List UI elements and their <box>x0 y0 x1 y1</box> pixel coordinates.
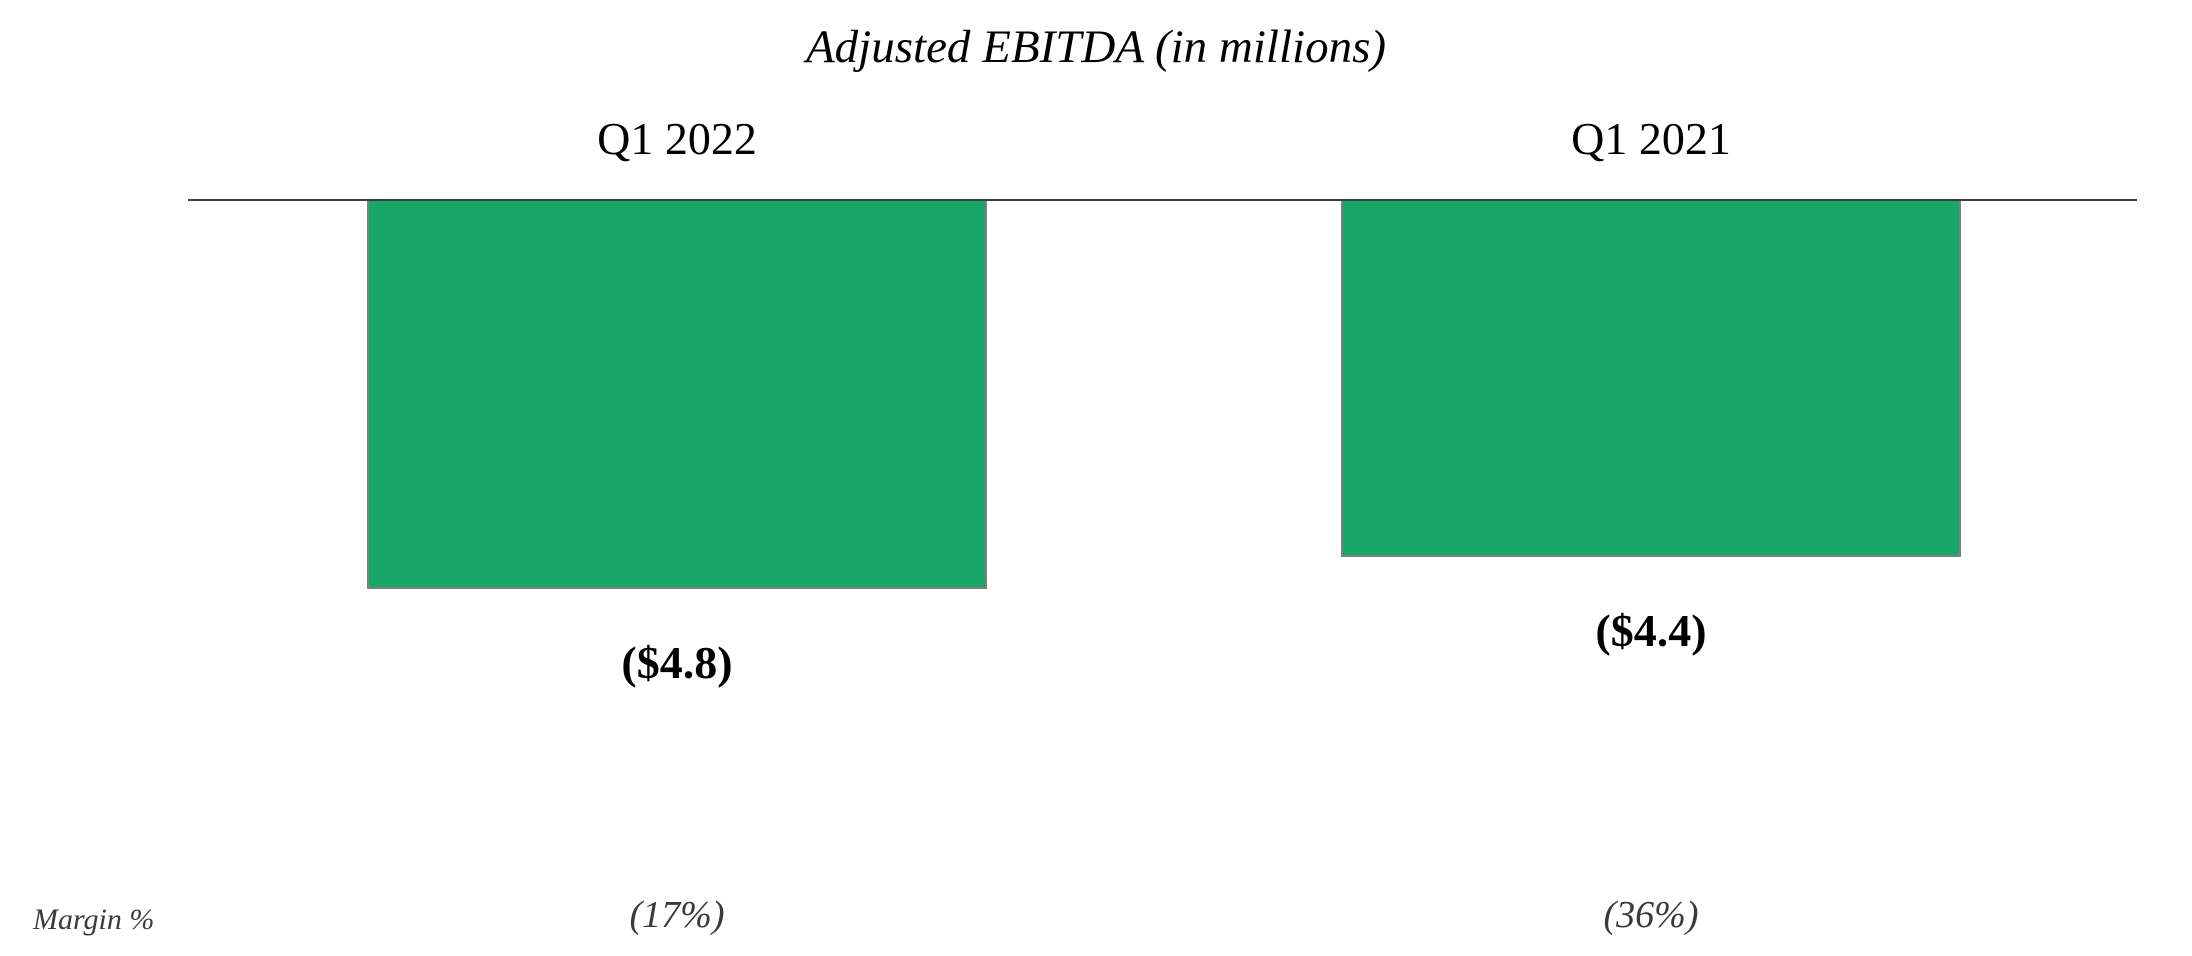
bar-q1-2022 <box>367 201 987 589</box>
margin-value-q1-2021: (36%) <box>1603 894 1699 936</box>
x-axis-baseline <box>188 199 2137 201</box>
category-label-q1-2022: Q1 2022 <box>597 113 757 164</box>
margin-row-label: Margin % <box>33 903 155 936</box>
bar-column-q1-2021: ($4.4) <box>1341 201 1961 657</box>
chart-title: Adjusted EBITDA (in millions) <box>805 21 1387 73</box>
bar-value-label-q1-2022: ($4.8) <box>621 637 733 688</box>
category-label-q1-2021: Q1 2021 <box>1571 113 1731 164</box>
margin-value-q1-2022: (17%) <box>629 894 725 936</box>
bar-q1-2021 <box>1341 201 1961 557</box>
bar-column-q1-2022: ($4.8) <box>367 201 987 689</box>
bar-value-label-q1-2021: ($4.4) <box>1595 605 1707 656</box>
